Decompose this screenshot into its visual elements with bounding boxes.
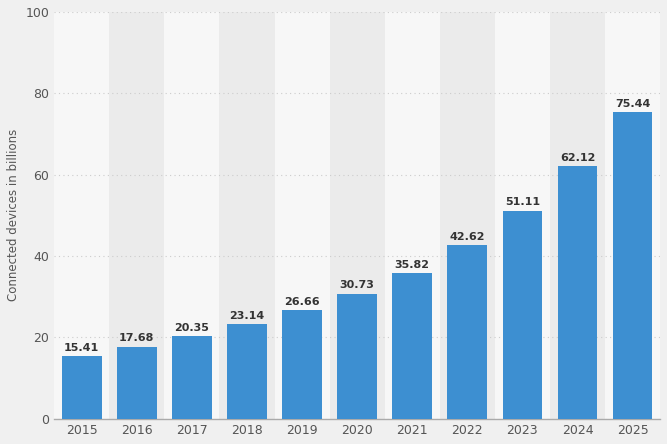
Text: 35.82: 35.82: [395, 260, 430, 270]
Bar: [54, 12, 109, 419]
Text: 20.35: 20.35: [175, 322, 209, 333]
Text: 15.41: 15.41: [64, 343, 99, 353]
Bar: [495, 12, 550, 419]
Bar: [62, 356, 101, 419]
Bar: [117, 347, 157, 419]
Text: 17.68: 17.68: [119, 333, 155, 343]
Text: 51.11: 51.11: [505, 198, 540, 207]
Bar: [448, 245, 487, 419]
Text: 62.12: 62.12: [560, 153, 595, 163]
Text: 30.73: 30.73: [340, 280, 375, 290]
Bar: [329, 12, 385, 419]
Bar: [219, 12, 275, 419]
Bar: [172, 336, 211, 419]
Bar: [164, 12, 219, 419]
Bar: [275, 12, 329, 419]
Text: 75.44: 75.44: [615, 99, 650, 108]
Bar: [392, 273, 432, 419]
Bar: [558, 166, 597, 419]
Bar: [227, 325, 267, 419]
Bar: [282, 310, 322, 419]
Bar: [385, 12, 440, 419]
Bar: [440, 12, 495, 419]
Text: 42.62: 42.62: [450, 232, 485, 242]
Bar: [502, 211, 542, 419]
Text: 23.14: 23.14: [229, 311, 265, 321]
Y-axis label: Connected devices in billions: Connected devices in billions: [7, 129, 20, 301]
Bar: [109, 12, 164, 419]
Bar: [550, 12, 605, 419]
Bar: [338, 293, 377, 419]
Bar: [613, 112, 652, 419]
Bar: [605, 12, 660, 419]
Text: 26.66: 26.66: [284, 297, 320, 307]
